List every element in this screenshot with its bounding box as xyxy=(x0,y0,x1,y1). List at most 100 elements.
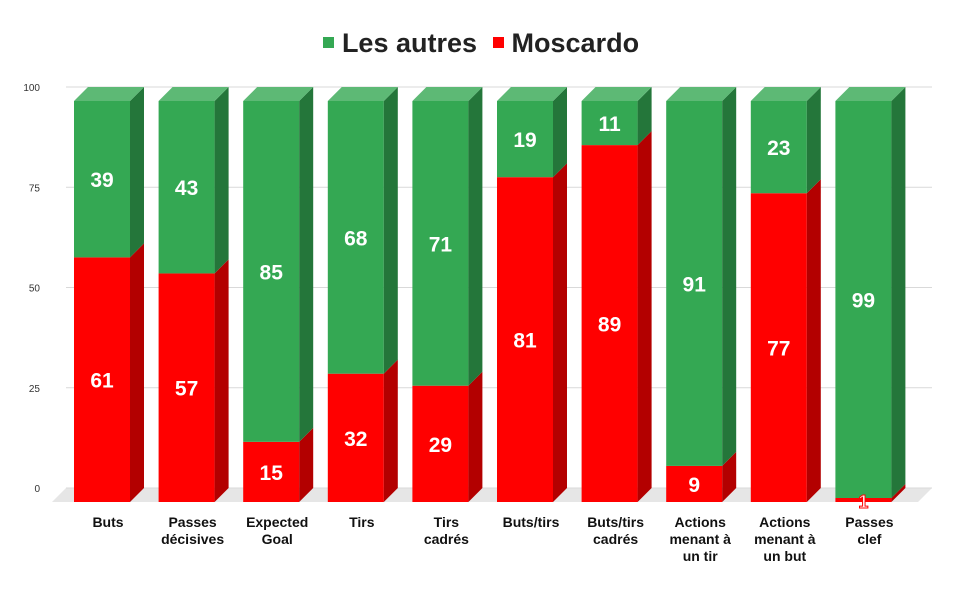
bar-les-autres-side xyxy=(299,87,314,442)
legend-swatch-moscardo xyxy=(492,37,504,49)
bar-les-autres xyxy=(243,101,300,442)
bar-moscardo xyxy=(158,273,215,502)
bar-moscardo-side xyxy=(806,179,821,503)
bar-les-autres-side xyxy=(722,87,737,466)
bar-top xyxy=(412,87,483,101)
y-tick-label: 0 xyxy=(34,484,40,495)
bar-moscardo-side xyxy=(130,243,144,502)
bar-les-autres-side xyxy=(468,87,483,386)
bar-moscardo-side xyxy=(891,483,906,502)
bar-les-autres-side xyxy=(891,87,906,498)
bar-moscardo-side xyxy=(637,131,652,503)
bar-les-autres xyxy=(666,101,723,466)
bar-les-autres xyxy=(497,101,553,178)
x-tick-label: menant à xyxy=(669,531,731,547)
bar-moscardo xyxy=(581,145,638,503)
x-tick-label: clef xyxy=(857,531,881,547)
data-label-les-autres: 91 xyxy=(683,273,707,296)
bar-les-autres-side xyxy=(637,87,652,146)
data-label-les-autres: 19 xyxy=(513,129,536,152)
bar-les-autres xyxy=(74,101,130,258)
bar-moscardo xyxy=(666,465,723,502)
x-tick-label: Buts/tirs xyxy=(587,514,644,530)
bar-moscardo xyxy=(750,193,807,503)
x-tick-label: Buts xyxy=(92,514,123,530)
bar-les-autres xyxy=(412,101,469,386)
legend-label-moscardo: Moscardo xyxy=(511,28,640,58)
y-tick-label: 100 xyxy=(23,83,40,94)
data-label-les-autres: 11 xyxy=(598,113,621,136)
data-label-les-autres: 39 xyxy=(90,169,113,192)
bar-les-autres xyxy=(750,101,807,194)
data-label-moscardo: 9 xyxy=(688,474,700,497)
bar-top xyxy=(835,87,906,101)
bar-moscardo-side xyxy=(383,359,398,502)
data-label-les-autres: 43 xyxy=(175,177,198,200)
bar-moscardo xyxy=(74,257,130,502)
bar-top xyxy=(750,87,821,101)
data-label-moscardo: 15 xyxy=(260,462,284,485)
bar-moscardo-side xyxy=(299,427,314,502)
data-label-moscardo: 81 xyxy=(513,330,537,353)
y-tick-label: 75 xyxy=(29,183,41,194)
data-label-moscardo: 89 xyxy=(598,314,621,337)
data-label-moscardo: 57 xyxy=(175,378,198,401)
data-label-moscardo: 1 xyxy=(858,492,868,512)
x-tick-label: menant à xyxy=(754,531,816,547)
bar-moscardo xyxy=(412,385,469,502)
bar-moscardo xyxy=(835,497,892,502)
x-tick-label: Tirs xyxy=(349,514,375,530)
data-label-les-autres: 68 xyxy=(344,227,368,250)
bar-les-autres-side xyxy=(383,87,398,374)
bar-moscardo-side xyxy=(553,163,567,502)
x-tick-label: Passes xyxy=(168,514,216,530)
bar-top xyxy=(497,87,567,101)
data-label-moscardo: 61 xyxy=(90,370,114,393)
bar-top xyxy=(243,87,314,101)
x-tick-label: cadrés xyxy=(424,531,469,547)
bar-les-autres xyxy=(835,101,892,498)
x-tick-label: Goal xyxy=(262,531,293,547)
x-tick-label: un tir xyxy=(683,548,719,564)
x-tick-label: Buts/tirs xyxy=(503,514,560,530)
x-tick-label: un but xyxy=(763,548,806,564)
bar-les-autres xyxy=(327,101,384,374)
bar-top xyxy=(581,87,652,101)
data-label-les-autres: 85 xyxy=(260,261,284,284)
bar-les-autres xyxy=(158,101,215,274)
bar-moscardo-side xyxy=(468,371,483,502)
y-tick-label: 50 xyxy=(29,284,41,295)
bar-les-autres xyxy=(581,101,638,146)
data-label-les-autres: 23 xyxy=(767,137,790,160)
bar-top xyxy=(158,87,229,101)
bar-les-autres-side xyxy=(806,87,821,194)
bar-top xyxy=(74,87,144,101)
data-label-les-autres: 99 xyxy=(852,289,875,312)
legend-swatch-les-autres xyxy=(322,37,334,49)
legend-label-les-autres: Les autres xyxy=(341,28,478,58)
x-tick-label: Actions xyxy=(759,514,811,530)
bar-top xyxy=(327,87,398,101)
bar-moscardo xyxy=(497,177,553,502)
bar-les-autres-side xyxy=(130,87,144,258)
x-tick-label: cadrés xyxy=(593,531,638,547)
data-label-moscardo: 29 xyxy=(429,434,452,457)
data-label-moscardo: 77 xyxy=(767,338,790,361)
x-tick-label: Tirs xyxy=(434,514,460,530)
bar-moscardo xyxy=(327,373,384,502)
bar-top xyxy=(666,87,737,101)
legend-item-les-autres: Les autres xyxy=(322,28,478,59)
bar-les-autres-side xyxy=(553,87,567,178)
data-label-les-autres: 71 xyxy=(429,233,453,256)
bar-moscardo-side xyxy=(214,259,229,502)
y-tick-label: 25 xyxy=(29,384,41,395)
legend-item-moscardo: Moscardo xyxy=(492,28,640,59)
bar-les-autres-side xyxy=(214,87,229,274)
bar-moscardo xyxy=(243,441,300,502)
x-tick-label: Expected xyxy=(246,514,308,530)
data-label-moscardo: 32 xyxy=(344,428,367,451)
x-tick-label: décisives xyxy=(161,531,224,547)
x-tick-label: Actions xyxy=(675,514,727,530)
